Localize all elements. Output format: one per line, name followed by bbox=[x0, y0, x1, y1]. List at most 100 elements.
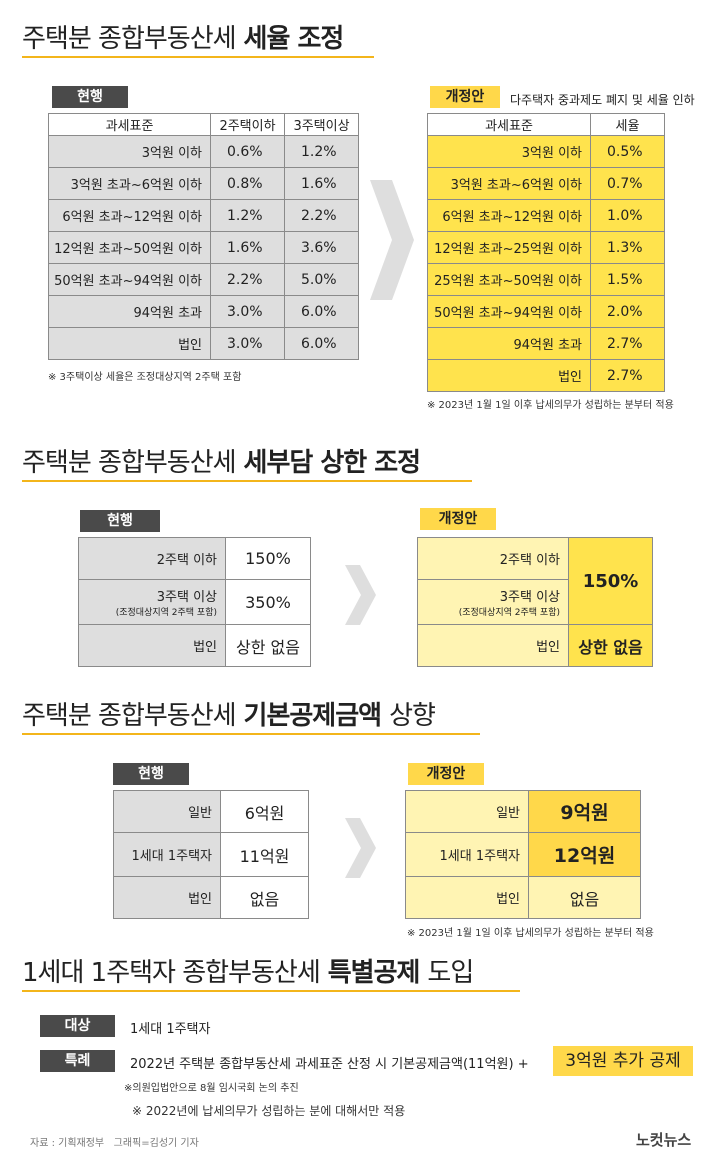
cell-text: 0.6% bbox=[227, 143, 263, 160]
cell-text: 과세표준 bbox=[105, 119, 154, 134]
badge: 개정안 bbox=[408, 763, 484, 785]
table-cell: 9억원 bbox=[528, 790, 641, 833]
table-cell: 0.7% bbox=[590, 167, 665, 200]
title-tail: 도입 bbox=[427, 958, 474, 988]
cell-text: 350% bbox=[245, 592, 291, 612]
table-cell: 6억원 초과~12억원 이하 bbox=[48, 199, 211, 232]
cell-text: 2.7% bbox=[607, 335, 643, 352]
table-cell: 12억원 초과~25억원 이하 bbox=[427, 231, 591, 264]
cell-text: 상한 없음 bbox=[578, 637, 643, 657]
table-cell: 12억원 bbox=[528, 832, 641, 877]
table-cell: 1.2% bbox=[210, 199, 285, 232]
table-cell: 6억원 초과~12억원 이하 bbox=[427, 199, 591, 232]
table-cell: 1세대 1주택자 bbox=[405, 832, 529, 877]
table-cell: 50억원 초과~94억원 이하 bbox=[427, 295, 591, 328]
cell-text: 0.5% bbox=[607, 143, 643, 160]
item-text: 1세대 1주택자 bbox=[130, 1022, 211, 1037]
table-cell: 일반 bbox=[113, 790, 221, 833]
table-cell: 일반 bbox=[405, 790, 529, 833]
table-cell: 3주택 이상 (조정대상지역 2주택 포함) bbox=[417, 579, 569, 625]
cell-text: 법인 bbox=[188, 892, 212, 907]
footnote: ※ 2022년에 납세의무가 성립하는 분에 대해서만 적용 bbox=[132, 1104, 406, 1118]
footnote: ※ 3주택이상 세율은 조정대상지역 2주택 포함 bbox=[48, 372, 242, 383]
cell-text: 2주택이하 bbox=[219, 119, 276, 134]
cell-text: 11억원 bbox=[239, 846, 290, 866]
caption: 다주택자 중과제도 폐지 및 세율 인하 bbox=[510, 93, 695, 107]
cell-text: 1.6% bbox=[227, 239, 263, 256]
cell-text: 과세표준 bbox=[485, 119, 533, 134]
table-cell: 2.7% bbox=[590, 359, 665, 392]
title-plain: 주택분 종합부동산세 bbox=[22, 24, 237, 54]
cell-text: 9억원 bbox=[560, 802, 609, 824]
table-cell: 0.5% bbox=[590, 135, 665, 168]
badge: 개정안 bbox=[430, 86, 500, 108]
title-underline bbox=[22, 480, 472, 482]
cell-text: 12억원 bbox=[553, 845, 616, 867]
cell-text: 1.0% bbox=[607, 207, 643, 224]
table-cell: 세율 bbox=[590, 113, 665, 136]
cell-text: 법인 bbox=[536, 640, 560, 655]
table-cell: 25억원 초과~50억원 이하 bbox=[427, 263, 591, 296]
table-cell: 3억원 초과~6억원 이하 bbox=[48, 167, 211, 200]
table-cell: 5.0% bbox=[284, 263, 359, 296]
table-cell: 350% bbox=[225, 579, 311, 625]
cell-text: 150% bbox=[245, 549, 291, 568]
cell-subtext: (조정대상지역 2주택 포함) bbox=[458, 608, 560, 618]
cell-text: 3억원 이하 bbox=[521, 146, 582, 161]
table-cell: 1.5% bbox=[590, 263, 665, 296]
cell-text: 6억원 초과~12억원 이하 bbox=[62, 210, 202, 225]
cell-text: 없음 bbox=[569, 889, 600, 909]
table-cell: 3억원 초과~6억원 이하 bbox=[427, 167, 591, 200]
table-cell: 11억원 bbox=[220, 832, 309, 877]
cell-text: 6.0% bbox=[301, 335, 337, 352]
table-cell: 없음 bbox=[220, 876, 309, 919]
table-cell: 50억원 초과~94억원 이하 bbox=[48, 263, 211, 296]
cell-text: 상한 없음 bbox=[236, 637, 300, 657]
table-cell: 2.2% bbox=[284, 199, 359, 232]
arrow bbox=[370, 180, 414, 300]
title-plain: 주택분 종합부동산세 bbox=[22, 701, 237, 731]
cell-subtext: (조정대상지역 2주택 포함) bbox=[115, 608, 217, 618]
table-cell: 6억원 bbox=[220, 790, 309, 833]
title-underline bbox=[22, 56, 374, 58]
table-cell: 12억원 초과~50억원 이하 bbox=[48, 231, 211, 264]
table-cell: 없음 bbox=[528, 876, 641, 919]
cell-text: 0.8% bbox=[227, 175, 263, 192]
badge: 현행 bbox=[52, 86, 128, 108]
badge: 현행 bbox=[80, 510, 160, 532]
cell-text: 법인 bbox=[178, 338, 202, 353]
cell-text: 법인 bbox=[496, 892, 520, 907]
logo: 노컷뉴스 bbox=[636, 1131, 692, 1149]
cell-text: 일반 bbox=[188, 806, 212, 821]
title-bold: 특별공제 bbox=[327, 958, 421, 988]
cell-text: 1.3% bbox=[607, 239, 643, 256]
title-bold: 세부담 상한 조정 bbox=[243, 448, 422, 478]
cell-text: 2주택 이하 bbox=[499, 553, 560, 568]
badge: 개정안 bbox=[420, 508, 496, 530]
table-cell: 0.6% bbox=[210, 135, 285, 168]
table-cell: 94억원 초과 bbox=[48, 295, 211, 328]
title-underline bbox=[22, 990, 520, 992]
cell-text: 법인 bbox=[193, 640, 217, 655]
cell-text: 3억원 초과~6억원 이하 bbox=[450, 178, 582, 193]
cell-text: 3억원 초과~6억원 이하 bbox=[70, 178, 202, 193]
cell-text: 1세대 1주택자 bbox=[131, 849, 212, 864]
cell-text: 2.2% bbox=[227, 271, 263, 288]
table-cell: 3.0% bbox=[210, 327, 285, 360]
table-cell: 1세대 1주택자 bbox=[113, 832, 221, 877]
cell-text: 94억원 초과 bbox=[513, 338, 582, 353]
cell-text: 150% bbox=[582, 570, 639, 592]
cell-text: 1.2% bbox=[301, 143, 337, 160]
cell-text: 6.0% bbox=[301, 303, 337, 320]
cell-text: 6억원 bbox=[244, 803, 285, 823]
arrow bbox=[345, 818, 376, 878]
table-cell: 2주택이하 bbox=[210, 113, 285, 136]
cell-text: 3.0% bbox=[227, 303, 263, 320]
table-cell: 2주택 이하 bbox=[417, 537, 569, 580]
title-plain: 주택분 종합부동산세 bbox=[22, 448, 237, 478]
cell-text: 3억원 이하 bbox=[141, 146, 202, 161]
cell-text: 일반 bbox=[496, 806, 520, 821]
table-cell: 2주택 이하 bbox=[78, 537, 226, 580]
cell-text: 2.2% bbox=[301, 207, 337, 224]
